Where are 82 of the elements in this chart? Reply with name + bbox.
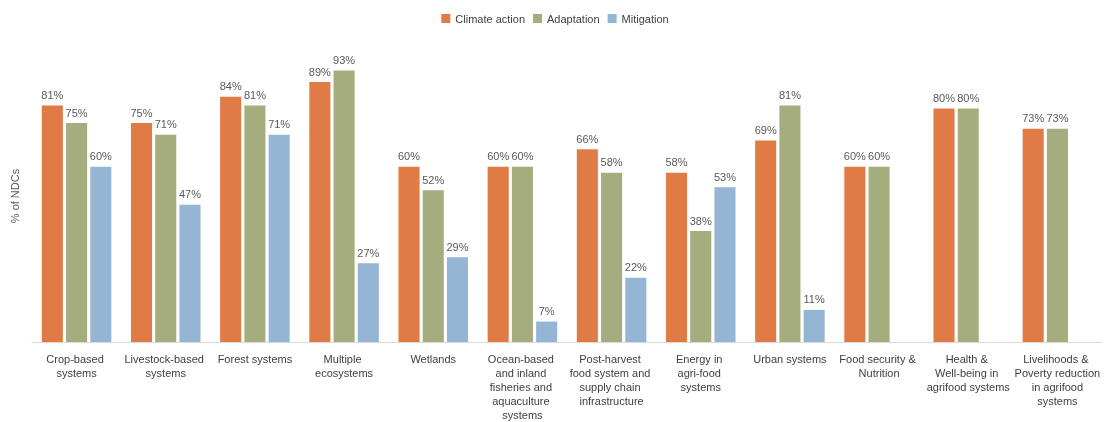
data-label: 60% bbox=[89, 150, 113, 163]
bar bbox=[244, 105, 266, 342]
data-label: 58% bbox=[665, 156, 688, 169]
bar bbox=[1046, 128, 1068, 342]
data-label: 60% bbox=[843, 150, 867, 163]
data-label: 58% bbox=[600, 156, 623, 169]
legend-label: Climate action bbox=[455, 12, 526, 25]
data-label: 75% bbox=[65, 106, 88, 119]
bar bbox=[41, 105, 63, 342]
data-label: 80% bbox=[933, 91, 956, 104]
data-label: 11% bbox=[803, 293, 825, 306]
bar bbox=[625, 277, 647, 342]
bar bbox=[90, 166, 112, 342]
bar bbox=[601, 172, 623, 342]
x-tick-label: Livelihoods & Poverty reduction in agrifood systems bbox=[1014, 353, 1101, 407]
bar bbox=[398, 166, 420, 342]
bar bbox=[220, 96, 242, 342]
bar bbox=[268, 134, 290, 342]
data-label: 47% bbox=[178, 188, 202, 201]
data-label: 75% bbox=[130, 106, 153, 119]
bar bbox=[536, 321, 558, 342]
data-label: 53% bbox=[713, 170, 737, 183]
x-tick-label: Energy in agri-food systems bbox=[675, 353, 726, 393]
data-label: 71% bbox=[268, 118, 291, 131]
bar bbox=[803, 309, 825, 342]
bar bbox=[576, 149, 598, 342]
data-label: 66% bbox=[576, 132, 599, 145]
bar bbox=[155, 134, 177, 342]
bar bbox=[130, 123, 153, 342]
data-label: 22% bbox=[624, 261, 648, 274]
bar bbox=[779, 105, 801, 342]
legend-label: Adaptation bbox=[547, 12, 600, 25]
bar bbox=[179, 204, 201, 342]
data-label: 69% bbox=[754, 124, 777, 137]
x-tick-label: Ocean-based and inland fisheries and aquaculture systems bbox=[487, 353, 557, 421]
bar bbox=[511, 166, 533, 342]
bar bbox=[755, 140, 777, 342]
data-label: 81% bbox=[778, 88, 802, 101]
y-axis-title: % of NDCs bbox=[8, 168, 21, 224]
bar bbox=[957, 108, 979, 342]
x-tick-label: Wetlands bbox=[410, 353, 457, 365]
data-label: 73% bbox=[1046, 112, 1069, 125]
x-tick-label: Multiple ecosystems bbox=[315, 353, 374, 379]
data-label: 52% bbox=[422, 173, 445, 186]
bar bbox=[446, 257, 469, 342]
x-tick-label: Forest systems bbox=[217, 353, 293, 365]
data-label: 27% bbox=[357, 246, 380, 259]
legend-label: Mitigation bbox=[621, 12, 669, 25]
data-label: 60% bbox=[511, 150, 534, 163]
data-label: 80% bbox=[957, 91, 980, 104]
bar bbox=[66, 123, 88, 342]
bar bbox=[422, 190, 444, 342]
bar bbox=[665, 172, 688, 342]
data-label: 7% bbox=[538, 305, 555, 318]
data-label: 81% bbox=[41, 88, 64, 101]
data-label: 93% bbox=[333, 53, 356, 66]
data-label: 60% bbox=[398, 150, 421, 163]
bar bbox=[487, 166, 509, 342]
data-label: 60% bbox=[487, 150, 510, 163]
data-label: 81% bbox=[243, 88, 267, 101]
data-label: 89% bbox=[308, 65, 332, 78]
bar bbox=[333, 70, 355, 342]
data-label: 60% bbox=[868, 150, 891, 163]
data-label: 71% bbox=[154, 118, 177, 131]
data-label: 38% bbox=[689, 214, 712, 227]
data-label: 29% bbox=[446, 240, 469, 253]
x-tick-label: Urban systems bbox=[753, 353, 828, 365]
x-tick-label: Food security & Nutrition bbox=[839, 353, 919, 379]
bar bbox=[868, 166, 890, 342]
data-label: 73% bbox=[1022, 112, 1045, 125]
x-tick-label: Health & Well-being in agrifood systems bbox=[926, 353, 1011, 393]
bar bbox=[844, 166, 866, 342]
bar bbox=[690, 231, 712, 342]
x-tick-label: Post-harvest food system and supply chain infrastructure bbox=[569, 353, 654, 407]
x-tick-label: Crop-based systems bbox=[46, 353, 107, 379]
bar bbox=[309, 82, 331, 342]
bar bbox=[1022, 128, 1044, 342]
bar bbox=[357, 263, 379, 342]
x-tick-label: Livestock-based systems bbox=[124, 353, 208, 379]
bar bbox=[933, 108, 955, 342]
bar bbox=[714, 187, 736, 342]
data-label: 84% bbox=[219, 80, 242, 93]
